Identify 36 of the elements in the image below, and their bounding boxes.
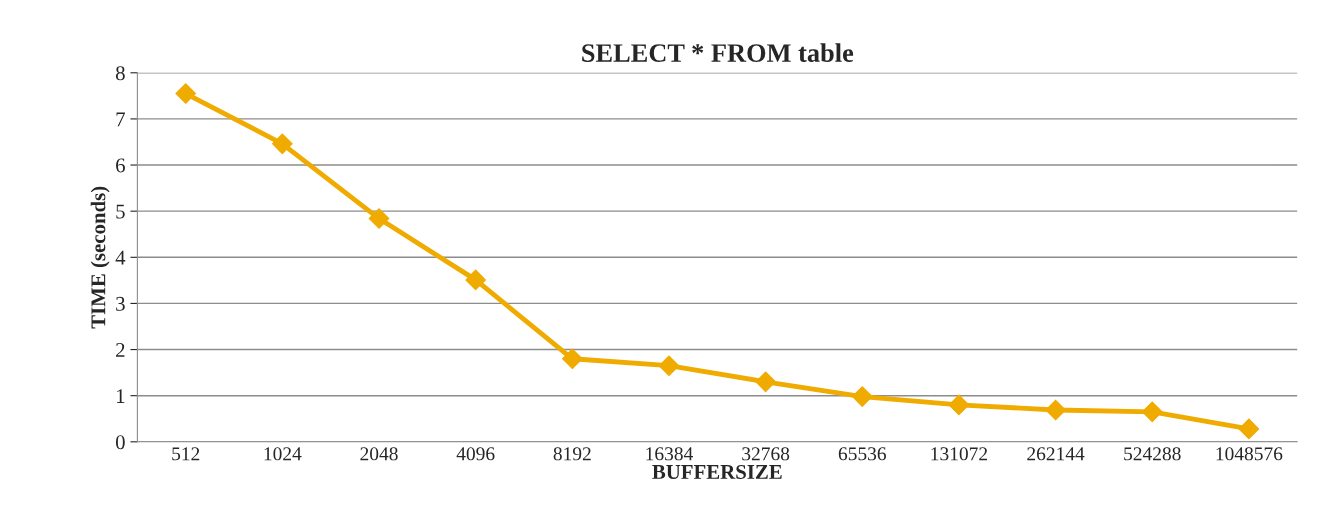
point bbox=[175, 83, 197, 104]
point bbox=[1141, 401, 1163, 423]
y-axis-title: TIME (seconds) bbox=[90, 186, 110, 329]
y-tick-label: 5 bbox=[116, 204, 125, 219]
y-tick-label: 8 bbox=[115, 66, 125, 81]
point bbox=[658, 355, 680, 377]
point bbox=[561, 348, 583, 370]
x-tick-label: 1048576 bbox=[1216, 447, 1283, 461]
x-tick-label: 262144 bbox=[1027, 447, 1085, 461]
y-tick-label: 6 bbox=[116, 158, 125, 173]
point bbox=[1045, 399, 1066, 421]
y-tick-label: 2 bbox=[116, 342, 125, 357]
x-tick-label: 131072 bbox=[931, 447, 988, 461]
x-tick-label: 32768 bbox=[742, 447, 790, 461]
chart-title: SELECT * FROM table bbox=[582, 43, 854, 62]
x-tick-label: 1024 bbox=[264, 447, 302, 461]
point bbox=[948, 394, 970, 416]
point bbox=[272, 133, 293, 155]
point bbox=[851, 386, 873, 407]
x-tick-label: 8192 bbox=[553, 447, 591, 461]
x-tick-label: 512 bbox=[172, 447, 200, 461]
point bbox=[465, 269, 487, 291]
y-tick-label: 4 bbox=[115, 250, 126, 265]
y-tick-label: 1 bbox=[116, 389, 125, 403]
point bbox=[755, 371, 776, 393]
x-tick-label: 4096 bbox=[456, 447, 495, 461]
y-tick-label: 3 bbox=[116, 296, 125, 311]
x-tick-label: 65536 bbox=[838, 447, 887, 461]
x-tick-label: 2048 bbox=[360, 447, 398, 461]
x-tick-label: 524288 bbox=[1124, 447, 1181, 461]
y-tick-label: 7 bbox=[116, 112, 125, 127]
y-tick-label: 0 bbox=[115, 435, 125, 450]
point bbox=[1238, 418, 1260, 440]
x-tick-label: 16384 bbox=[646, 447, 693, 461]
x-axis-title: BUFFERSIZE bbox=[652, 464, 782, 479]
point bbox=[368, 208, 390, 229]
